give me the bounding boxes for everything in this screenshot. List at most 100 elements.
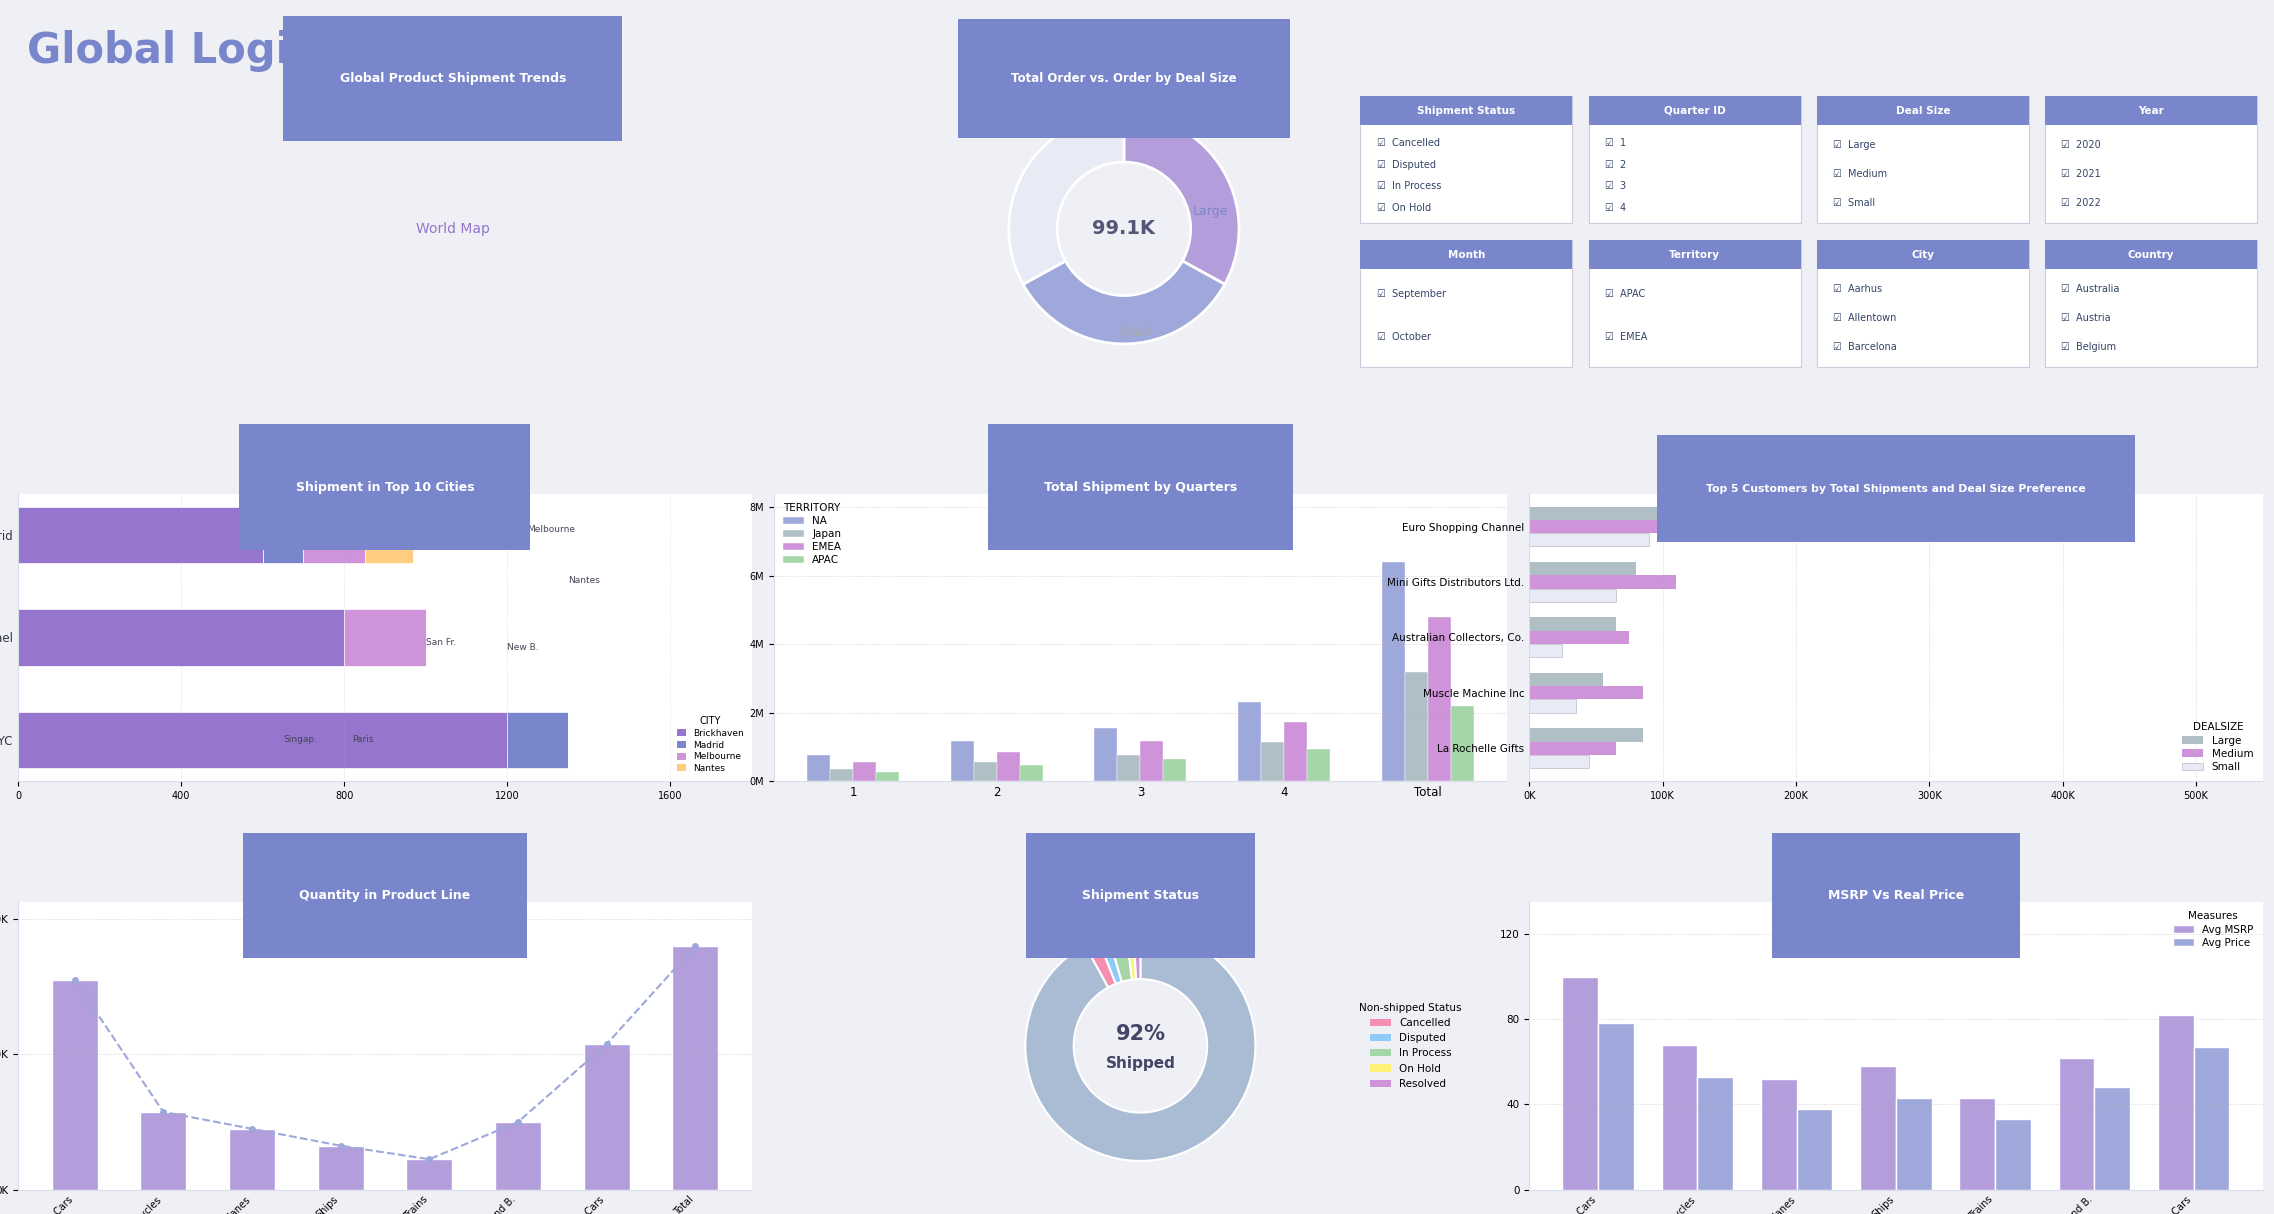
Bar <box>1164 759 1187 781</box>
Title: Total Order vs. Order by Deal Size: Total Order vs. Order by Deal Size <box>1012 72 1237 85</box>
Bar <box>1428 617 1451 781</box>
Bar <box>1528 673 1603 686</box>
Bar <box>230 1129 275 1190</box>
Text: ☑  On Hold: ☑ On Hold <box>1376 203 1430 212</box>
Title: Global Product Shipment Trends: Global Product Shipment Trends <box>339 72 566 85</box>
Text: Country: Country <box>2128 250 2174 260</box>
Wedge shape <box>1132 931 1139 980</box>
Text: ☑  Barcelona: ☑ Barcelona <box>1833 342 1897 352</box>
Bar <box>1383 562 1405 781</box>
Bar <box>496 1122 541 1190</box>
Bar <box>1528 643 1562 657</box>
Bar <box>18 609 343 665</box>
Bar <box>1528 618 1617 631</box>
Bar <box>302 506 364 563</box>
Bar <box>1528 728 1642 742</box>
Bar <box>1860 1066 1897 1190</box>
Bar <box>1451 705 1474 781</box>
Text: ☑  4: ☑ 4 <box>1605 203 1626 212</box>
FancyBboxPatch shape <box>1590 96 1801 223</box>
Text: 99.1K: 99.1K <box>1092 220 1155 238</box>
Bar <box>2058 1057 2094 1190</box>
Text: ☑  Small: ☑ Small <box>1833 198 1876 208</box>
Bar <box>407 1159 453 1190</box>
Bar <box>1696 1077 1733 1190</box>
FancyBboxPatch shape <box>1817 96 2028 223</box>
FancyBboxPatch shape <box>2044 96 2258 223</box>
Legend: Avg MSRP, Avg Price: Avg MSRP, Avg Price <box>2169 907 2258 952</box>
Text: ☑  1: ☑ 1 <box>1605 138 1626 148</box>
Text: ☑  Australia: ☑ Australia <box>2063 284 2119 294</box>
Text: ☑  In Process: ☑ In Process <box>1376 181 1442 192</box>
Bar <box>264 506 302 563</box>
Bar <box>1285 722 1308 781</box>
Text: Month: Month <box>1449 250 1485 260</box>
Bar <box>1117 755 1139 781</box>
FancyBboxPatch shape <box>2044 240 2258 367</box>
Text: ☑  2021: ☑ 2021 <box>2063 169 2101 180</box>
Legend: Cancelled, Disputed, In Process, On Hold, Resolved: Cancelled, Disputed, In Process, On Hold… <box>1355 999 1467 1093</box>
FancyBboxPatch shape <box>1360 240 1571 270</box>
Text: Large: Large <box>1192 205 1228 219</box>
Bar <box>1562 976 1599 1190</box>
Title: Shipment in Top 10 Cities: Shipment in Top 10 Cities <box>296 481 475 494</box>
Bar <box>2194 1046 2229 1190</box>
FancyBboxPatch shape <box>1817 96 2028 125</box>
Wedge shape <box>1098 935 1121 983</box>
Bar <box>1599 1023 1635 1190</box>
FancyBboxPatch shape <box>1817 240 2028 270</box>
Bar <box>1528 686 1642 699</box>
Wedge shape <box>1026 931 1255 1161</box>
Text: ☑  Cancelled: ☑ Cancelled <box>1376 138 1439 148</box>
Bar <box>364 506 414 563</box>
Wedge shape <box>1126 931 1137 980</box>
Bar <box>1662 1045 1696 1190</box>
Bar <box>1262 742 1285 781</box>
Text: New B.: New B. <box>507 643 539 652</box>
Bar <box>853 762 875 781</box>
Text: Paris: Paris <box>352 736 373 744</box>
FancyBboxPatch shape <box>2044 96 2258 125</box>
Bar <box>1528 742 1617 755</box>
Text: Singap.: Singap. <box>282 736 316 744</box>
Bar <box>875 772 898 781</box>
Bar <box>1796 1108 1833 1190</box>
Bar <box>973 762 996 781</box>
Text: ☑  Belgium: ☑ Belgium <box>2063 342 2117 352</box>
Wedge shape <box>1085 938 1117 987</box>
Text: ☑  EMEA: ☑ EMEA <box>1605 331 1646 341</box>
Text: Year: Year <box>2138 106 2165 115</box>
Text: ☑  2020: ☑ 2020 <box>2063 141 2101 151</box>
Wedge shape <box>1023 261 1226 344</box>
FancyBboxPatch shape <box>1360 96 1571 125</box>
Title: Top 5 Customers by Total Shipments and Deal Size Preference: Top 5 Customers by Total Shipments and D… <box>1706 483 2085 494</box>
Text: ☑  3: ☑ 3 <box>1605 181 1626 192</box>
Bar <box>1019 766 1044 781</box>
Bar <box>807 755 830 781</box>
Wedge shape <box>1123 114 1239 284</box>
Wedge shape <box>1010 114 1123 284</box>
Bar <box>1994 1119 2031 1190</box>
Legend: Brickhaven, Madrid, Melbourne, Nantes: Brickhaven, Madrid, Melbourne, Nantes <box>673 713 748 777</box>
Legend: NA, Japan, EMEA, APAC: NA, Japan, EMEA, APAC <box>780 499 846 569</box>
FancyBboxPatch shape <box>1590 240 1801 367</box>
Bar <box>1760 1079 1796 1190</box>
Text: ☑  Allentown: ☑ Allentown <box>1833 313 1897 323</box>
Bar <box>1528 755 1590 768</box>
Text: World Map: World Map <box>416 222 489 236</box>
FancyBboxPatch shape <box>1590 240 1801 270</box>
Text: ☑  Disputed: ☑ Disputed <box>1376 160 1435 170</box>
FancyBboxPatch shape <box>1360 240 1571 367</box>
Title: Quantity in Product Line: Quantity in Product Line <box>300 889 471 902</box>
Text: ☑  APAC: ☑ APAC <box>1605 289 1644 299</box>
Bar <box>1528 631 1628 643</box>
Bar <box>1237 703 1262 781</box>
Text: Medium: Medium <box>1030 119 1080 132</box>
Bar <box>1308 749 1330 781</box>
Text: Shipped: Shipped <box>1105 1056 1176 1071</box>
Bar <box>1528 699 1576 713</box>
Bar <box>673 946 719 1190</box>
Bar <box>1960 1099 1994 1190</box>
Text: Melbourne: Melbourne <box>528 526 575 534</box>
Bar <box>1405 671 1428 781</box>
